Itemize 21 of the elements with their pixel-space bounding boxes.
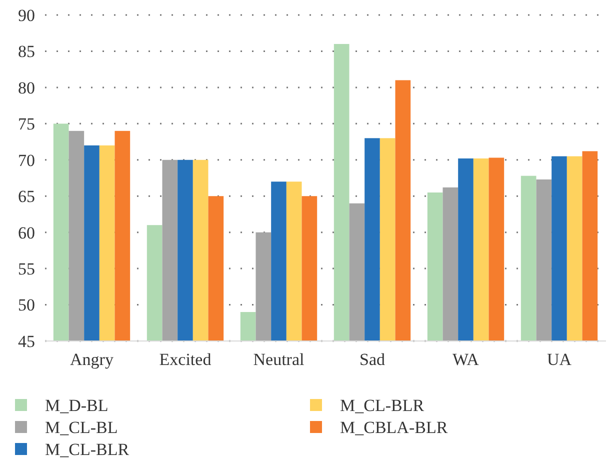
x-tick-label: WA xyxy=(452,350,480,369)
legend-label: M_CL-BLR xyxy=(45,440,130,459)
y-tick-label: 90 xyxy=(18,6,35,25)
x-tick-label: Excited xyxy=(159,350,212,369)
y-tick-label: 55 xyxy=(18,260,35,279)
legend-label: M_CL-BLR xyxy=(340,396,425,415)
y-tick-label: 75 xyxy=(18,114,35,134)
y-tick-label: 70 xyxy=(18,150,35,170)
y-tick-label: 60 xyxy=(18,223,35,242)
legend-label: M_D-BL xyxy=(45,396,108,415)
x-tick-label: Neutral xyxy=(253,350,305,369)
y-tick-label: 45 xyxy=(18,332,35,351)
x-tick-label: Sad xyxy=(360,350,386,369)
y-tick-label: 50 xyxy=(18,296,35,315)
y-tick-label: 85 xyxy=(18,42,35,62)
y-tick-label: 80 xyxy=(18,78,35,98)
x-tick-label: UA xyxy=(546,350,572,369)
legend-label: M_CL-BL xyxy=(45,418,118,437)
y-tick-label: 65 xyxy=(18,187,35,206)
legend-label: M_CBLA-BLR xyxy=(340,418,448,437)
x-tick-label: Angry xyxy=(70,350,114,369)
